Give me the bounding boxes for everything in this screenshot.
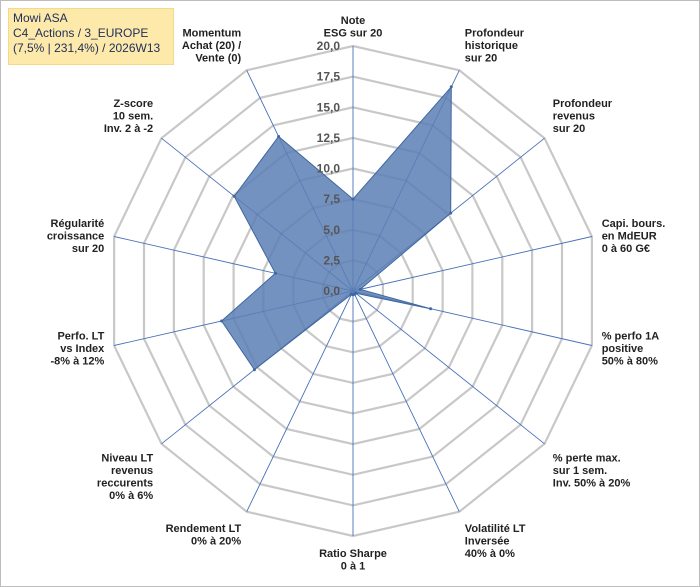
axis-label-line: 10 sem. [113, 110, 153, 122]
data-point-2 [449, 85, 453, 89]
axis-label-line: reccurents [97, 478, 153, 490]
tick-label-2: 5,0 [323, 223, 340, 237]
radar-series [220, 85, 453, 372]
axis-label-line: revenus [553, 110, 595, 122]
axis-spoke-7 [352, 290, 460, 512]
axis-label-line: en MdEUR [602, 231, 657, 243]
data-point-10 [252, 368, 256, 372]
data-point-4 [358, 287, 362, 291]
radar-axis-labels: Note ESG sur 20 Profondeur historique sur 20… [47, 15, 665, 573]
axis-label-line: Ratio Sharpe [319, 548, 387, 560]
axis-spoke-6 [352, 290, 545, 445]
axis-label-line: sur 20 [465, 53, 497, 65]
axis-label-line: historique [465, 40, 518, 52]
axis-label-line: Z-score [113, 98, 153, 110]
axis-label-1: Note ESG sur 20 [324, 15, 383, 40]
tick-label-7: 17,5 [317, 70, 341, 84]
axis-label-13: Z-score 10 sem. Inv. 2 à -2 [104, 98, 153, 135]
axis-label-line: Inv. 50% à 20% [553, 478, 631, 490]
axis-label-line: 0 à 1 [341, 561, 365, 573]
axis-label-line: 40% à 0% [465, 548, 515, 560]
chart-title-box: Mowi ASA C4_Actions / 3_EUROPE (7,5% | 2… [8, 8, 174, 65]
tick-label-6: 15,0 [317, 100, 341, 114]
tick-label-8: 20,0 [317, 39, 341, 53]
axis-label-line: 50% à 80% [602, 356, 658, 368]
axis-label-line: Profondeur [465, 28, 525, 40]
title-stock-name: Mowi ASA [13, 11, 68, 25]
axis-label-line: vs Index [60, 343, 105, 355]
axis-label-line: Inversée [465, 535, 510, 547]
axis-label-line: Volatilité LT [465, 523, 526, 535]
tick-label-1: 2,5 [323, 253, 340, 267]
data-point-1 [351, 197, 355, 201]
axis-label-line: sur 1 sem. [553, 465, 607, 477]
axis-label-line: sur 20 [553, 123, 585, 135]
axis-label-line: croissance [47, 231, 104, 243]
radar-tick-labels: 0,0 2,5 5,0 7,5 10,0 12,5 15,0 17,5 20,0 [317, 39, 341, 298]
axis-spoke-4 [352, 236, 593, 292]
axis-label-line: Rendement LT [166, 523, 242, 535]
axis-label-6: % perte max. sur 1 sem. Inv. 50% à 20% [553, 453, 631, 490]
axis-label-line: Inv. 2 à -2 [104, 123, 153, 135]
axis-label-7: Volatilité LT Inversée 40% à 0% [465, 523, 526, 560]
axis-label-14: Momentum Achat (20) / Vente (0) [182, 28, 242, 65]
axis-label-9: Rendement LT 0% à 20% [166, 523, 242, 548]
title-stats: (7,5% | 231,4%) / 2026W13 [13, 41, 161, 55]
axis-label-line: Momentum [183, 28, 242, 40]
axis-label-line: sur 20 [72, 243, 104, 255]
axis-label-10: Niveau LT revenus reccurents 0% à 6% [97, 453, 154, 503]
axis-label-line: Profondeur [553, 98, 613, 110]
axis-label-line: Achat (20) / [182, 40, 241, 52]
data-point-12 [273, 271, 277, 275]
data-point-13 [232, 194, 236, 198]
axis-label-line: 0% à 20% [191, 535, 241, 547]
axis-label-2: Profondeur historique sur 20 [465, 28, 525, 65]
axis-label-line: positive [602, 343, 644, 355]
data-point-9 [349, 292, 353, 296]
tick-label-3: 7,5 [323, 192, 340, 206]
axis-label-line: 0% à 6% [109, 490, 153, 502]
axis-label-line: Niveau LT [101, 453, 153, 465]
axis-label-line: Vente (0) [195, 53, 241, 65]
axis-label-12: Régularité croissance sur 20 [47, 218, 104, 255]
axis-label-5: % perfo 1A positive 50% à 80% [602, 331, 660, 368]
axis-label-3: Profondeur revenus sur 20 [553, 98, 613, 135]
axis-label-11: Perfo. LT vs Index -8% à 12% [50, 331, 105, 368]
axis-label-line: % perfo 1A [602, 331, 660, 343]
axis-label-line: Perfo. LT [57, 331, 104, 343]
axis-label-line: Note [341, 15, 365, 27]
axis-label-line: revenus [111, 465, 153, 477]
axis-label-line: % perte max. [553, 453, 621, 465]
tick-label-5: 12,5 [317, 131, 341, 145]
data-point-5 [429, 307, 433, 311]
axis-label-line: ESG sur 20 [324, 28, 383, 40]
axis-label-4: Capi. bours. en MdEUR 0 à 60 G€ [602, 218, 666, 255]
title-category: C4_Actions / 3_EUROPE [13, 26, 149, 40]
tick-label-4: 10,0 [317, 162, 341, 176]
axis-label-line: Régularité [51, 218, 105, 230]
data-point-11 [220, 319, 224, 323]
axis-label-line: Capi. bours. [602, 218, 666, 230]
axis-label-line: -8% à 12% [50, 356, 104, 368]
data-point-3 [449, 211, 453, 215]
axis-spoke-9 [246, 290, 354, 512]
data-point-14 [277, 135, 281, 138]
axis-label-8: Ratio Sharpe 0 à 1 [319, 548, 387, 573]
tick-label-0: 0,0 [323, 284, 340, 298]
axis-label-line: 0 à 60 G€ [602, 243, 650, 255]
